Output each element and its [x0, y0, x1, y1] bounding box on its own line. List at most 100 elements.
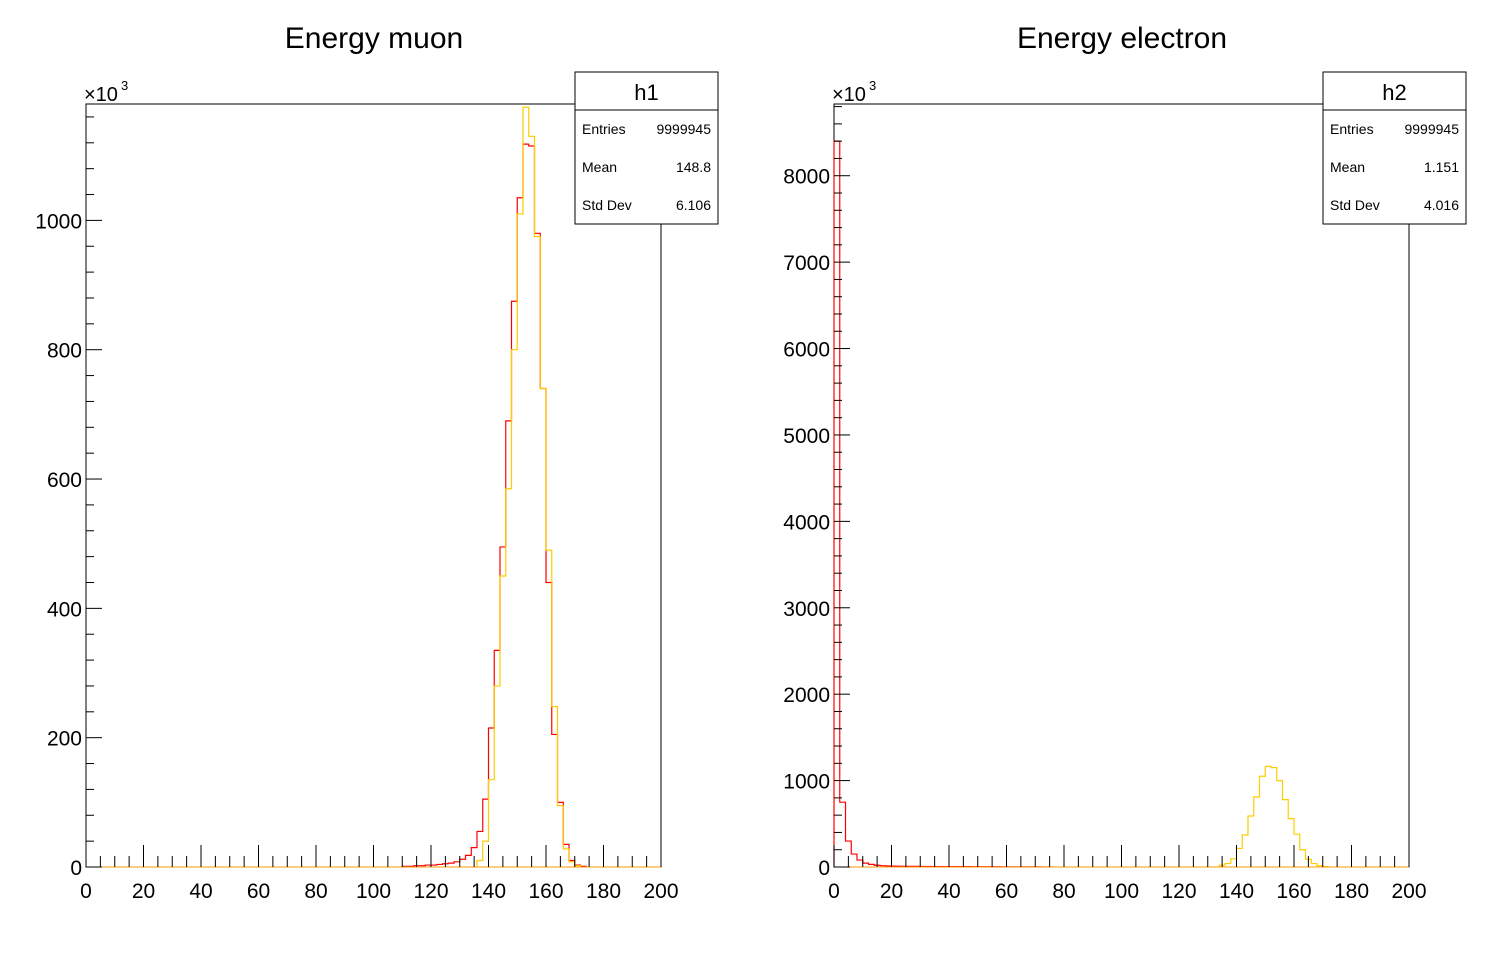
series-line: [833, 140, 1054, 868]
histogram-bin: [552, 707, 558, 867]
chart-title: Energy muon: [285, 22, 463, 55]
x-tick-label: 200: [643, 880, 678, 903]
y-multiplier-base: ×10: [832, 84, 866, 106]
stats-value: 4.016: [1424, 197, 1459, 213]
stats-label: Mean: [1330, 159, 1365, 175]
stats-box-name: h2: [1382, 80, 1406, 105]
x-tick-label: 20: [880, 880, 903, 903]
x-tick-label: 80: [304, 880, 327, 903]
x-tick-label: 200: [1391, 880, 1426, 903]
histogram-bin: [500, 547, 506, 867]
histogram-bin: [569, 862, 575, 867]
y-multiplier-exponent: 3: [121, 78, 128, 93]
stats-box-name: h1: [634, 80, 658, 105]
histogram-bin: [466, 855, 472, 867]
x-tick-label: 0: [80, 880, 92, 903]
x-tick-label: 0: [828, 880, 840, 903]
stats-box: h1 Entries 9999945 Mean 148.8 Std Dev 6.106: [574, 71, 719, 225]
y-tick-label: 0: [70, 857, 82, 880]
histogram-bin: [535, 237, 541, 867]
histogram-bin: [540, 389, 546, 867]
y-tick-label: 8000: [783, 166, 830, 189]
histogram-bin: [1231, 859, 1237, 867]
stats-label: Std Dev: [582, 197, 632, 213]
x-tick-label: 120: [413, 880, 448, 903]
y-tick-label: 1000: [783, 771, 830, 794]
x-tick-label: 160: [1276, 880, 1311, 903]
histogram-bin: [1271, 768, 1277, 867]
histogram-bin: [1283, 800, 1289, 867]
histogram-bin: [512, 301, 518, 867]
histogram-bin: [489, 780, 495, 867]
histogram-bin: [483, 841, 489, 867]
histogram-bin: [517, 198, 523, 867]
histogram-bin: [512, 350, 518, 867]
y-tick-label: 400: [47, 598, 82, 621]
histogram-bin: [840, 802, 846, 867]
y-multiplier: ×10 3: [832, 78, 876, 106]
histogram-bin: [857, 860, 863, 867]
histogram-bin: [517, 214, 523, 867]
y-multiplier: ×10 3: [84, 78, 128, 106]
stats-value: 9999945: [656, 121, 711, 137]
stats-value: 148.8: [676, 159, 711, 175]
histogram-bin: [546, 550, 552, 867]
stats-box-frame: [1322, 71, 1467, 225]
histogram-bin: [1288, 819, 1294, 867]
stats-value: 6.106: [676, 197, 711, 213]
histogram-bin: [1242, 835, 1248, 867]
x-tick-label: 180: [1334, 880, 1369, 903]
stats-box: h2 Entries 9999945 Mean 1.151 Std Dev 4.016: [1322, 71, 1467, 225]
histogram-bin: [460, 859, 466, 867]
histogram-bin: [500, 576, 506, 867]
stats-box-frame: [574, 71, 719, 225]
histogram-bin: [1254, 797, 1260, 867]
x-tick-label: 180: [586, 880, 621, 903]
histogram-bin: [1260, 776, 1266, 867]
y-tick-label: 600: [47, 469, 82, 492]
histogram-bin: [540, 389, 546, 867]
y-tick-label: 800: [47, 340, 82, 363]
histogram-bin: [506, 421, 512, 867]
histogram-bin: [506, 489, 512, 867]
histogram-bin: [483, 799, 489, 867]
x-tick-label: 40: [189, 880, 212, 903]
histogram-bin: [529, 146, 535, 867]
x-tick-label: 80: [1052, 880, 1075, 903]
histogram-bin: [529, 136, 535, 867]
histogram-bin: [523, 144, 529, 867]
histogram-bin: [1294, 834, 1300, 867]
y-multiplier-base: ×10: [84, 84, 118, 106]
y-tick-label: 5000: [783, 425, 830, 448]
x-tick-label: 60: [247, 880, 270, 903]
chart-title: Energy electron: [1017, 22, 1227, 55]
series-line: [1218, 765, 1330, 868]
series-0: [833, 140, 1054, 868]
energy-electron-chart: Energy electron 0 20 40 60 80 100 120 140 160 180 2…: [748, 0, 1496, 972]
stats-value: 9999945: [1404, 121, 1459, 137]
y-tick-label: 3000: [783, 598, 830, 621]
x-tick-label: 40: [937, 880, 960, 903]
histogram-bin: [1300, 850, 1306, 867]
histogram-bin: [563, 844, 569, 867]
stats-label: Mean: [582, 159, 617, 175]
x-tick-label: 140: [1219, 880, 1254, 903]
x-tick-label: 140: [471, 880, 506, 903]
stats-label: Entries: [1330, 121, 1374, 137]
y-multiplier-exponent: 3: [869, 78, 876, 93]
series-line: [476, 106, 582, 867]
x-tick-label: 160: [528, 880, 563, 903]
x-tick-label: 120: [1161, 880, 1196, 903]
energy-muon-chart: Energy muon 0 20 40 60 80 100 120 140 160 180 200 0 2…: [35, 22, 719, 903]
y-tick-label: 6000: [783, 339, 830, 362]
histogram-bin: [535, 233, 541, 867]
histogram-bin: [494, 650, 500, 867]
histogram-bin: [1277, 781, 1283, 867]
x-tick-label: 100: [356, 880, 391, 903]
energy-muon-svg: Energy muon 0 20 40 60 80 100 120 140 160 180 200 0 2…: [35, 22, 719, 903]
histogram-bin: [552, 734, 558, 867]
y-tick-label: 200: [47, 728, 82, 751]
y-tick-label: 7000: [783, 252, 830, 275]
y-tick-label: 4000: [783, 511, 830, 534]
histogram-bin: [523, 107, 529, 867]
